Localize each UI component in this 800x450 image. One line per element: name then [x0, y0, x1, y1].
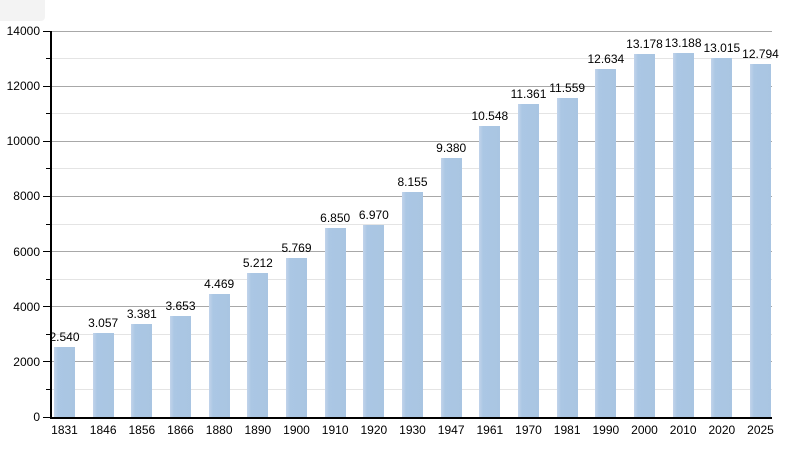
y-axis-tick: [46, 388, 52, 390]
y-axis-tick: [43, 361, 52, 363]
minor-gridline: [52, 168, 772, 170]
y-axis-tick-label: 0: [33, 410, 40, 424]
bar-value-label: 5.769: [281, 240, 312, 255]
bar-value-label: 12.794: [742, 47, 779, 62]
bar-value-label: 6.970: [358, 207, 389, 222]
x-axis-label: 2000: [631, 423, 658, 437]
y-axis-tick-label: 4000: [13, 299, 40, 314]
corner-artifact: [0, 0, 45, 21]
bar-1990: [595, 68, 617, 417]
minor-gridline: [52, 58, 772, 60]
bar-1947: [440, 158, 462, 417]
x-axis-label: 1910: [321, 423, 349, 437]
x-axis-label: 1990: [592, 423, 620, 437]
x-axis-label: 1930: [399, 423, 426, 437]
minor-gridline: [52, 113, 772, 115]
x-axis-label: 1846: [89, 423, 117, 437]
bar-value-label: 5.212: [242, 256, 273, 271]
x-axis-label: 1947: [437, 423, 465, 437]
bar-value-label: 6.850: [320, 211, 351, 226]
y-axis-tick-label: 14000: [6, 24, 40, 38]
x-axis-label: 1961: [476, 423, 504, 437]
bar-1930: [402, 192, 423, 417]
y-axis-tick-label: 12000: [6, 79, 40, 94]
y-axis-tick: [46, 223, 52, 225]
bar-value-label: 13.188: [664, 36, 702, 51]
bar-1890: [247, 273, 269, 417]
y-axis-tick: [43, 30, 52, 32]
bar-1961: [479, 126, 501, 417]
y-axis-tick: [46, 278, 52, 280]
bar-value-label: 11.361: [510, 86, 547, 101]
y-axis-tick: [43, 85, 52, 87]
y-axis-tick: [46, 168, 52, 170]
y-axis-tick: [43, 140, 52, 142]
y-axis-tick-label: 8000: [13, 189, 40, 204]
y-axis-tick-label: 6000: [13, 244, 40, 259]
major-gridline: [52, 30, 772, 32]
x-axis-label: 1920: [360, 423, 388, 437]
major-gridline: [52, 140, 772, 142]
x-axis-label: 1831: [51, 423, 78, 437]
bar-value-label: 3.381: [126, 306, 157, 321]
x-axis-label: 1856: [128, 423, 156, 437]
x-axis-label: 1970: [515, 423, 542, 437]
bar-value-label: 3.057: [88, 315, 119, 330]
bar-1970: [518, 103, 539, 417]
bar-1866: [170, 316, 191, 417]
bar-1846: [92, 332, 114, 417]
bar-1920: [363, 224, 385, 417]
bar-1856: [131, 323, 153, 417]
bar-value-label: 3.653: [165, 299, 196, 314]
bar-2000: [634, 53, 655, 417]
bar-2010: [672, 53, 694, 417]
bar-value-label: 12.634: [587, 51, 625, 66]
x-axis-label: 1866: [167, 423, 194, 437]
bar-1981: [556, 98, 578, 417]
y-axis-tick: [43, 306, 52, 308]
bar-1880: [208, 293, 230, 417]
y-axis-tick: [46, 333, 52, 335]
x-axis-label: 1890: [244, 423, 272, 437]
y-axis-tick: [46, 58, 52, 60]
bar-1831: [54, 346, 75, 417]
x-axis-label: 1981: [553, 423, 581, 437]
bar-2020: [711, 58, 733, 417]
y-axis-tick: [46, 113, 52, 115]
bar-value-label: 10.548: [471, 109, 509, 124]
bar-value-label: 9.380: [436, 141, 467, 156]
bar-1910: [324, 228, 346, 417]
plot-area: 0 2000 4000 6000 8000 10000 12000 14000 2.540 183…: [7, 24, 779, 437]
bar-value-label: 11.559: [549, 81, 586, 96]
bar-value-label: 4.469: [204, 276, 235, 291]
x-axis-label: 2025: [747, 423, 774, 437]
bar-value-label: 13.015: [703, 41, 741, 56]
bar-2025: [750, 64, 771, 417]
x-axis-label: 2020: [708, 423, 736, 437]
bar-value-label: 8.155: [397, 175, 428, 190]
x-axis-label: 1880: [205, 423, 233, 437]
x-axis-label: 1900: [283, 423, 310, 437]
y-axis-tick: [43, 195, 52, 197]
y-axis-tick-label: 2000: [13, 354, 40, 369]
bar-1900: [286, 257, 307, 417]
y-axis-tick: [43, 251, 52, 253]
major-gridline: [52, 85, 772, 87]
bar-value-label: 13.178: [626, 36, 663, 51]
x-axis-label: 2010: [669, 423, 697, 437]
y-axis-tick-label: 10000: [6, 134, 40, 149]
y-axis-tick: [43, 416, 52, 418]
bar-value-label: 2.540: [49, 329, 80, 344]
